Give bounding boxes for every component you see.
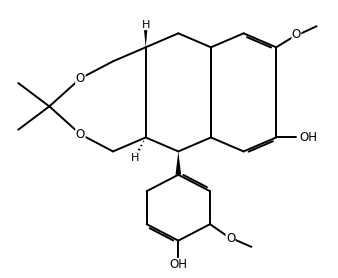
Text: H: H [130,153,139,163]
Text: OH: OH [169,258,187,271]
Text: O: O [76,128,85,141]
Text: O: O [76,72,85,85]
Text: O: O [292,28,301,41]
Text: O: O [226,232,235,245]
Polygon shape [144,25,148,47]
Text: H: H [142,20,150,30]
Text: OH: OH [299,131,317,144]
Polygon shape [175,152,181,175]
